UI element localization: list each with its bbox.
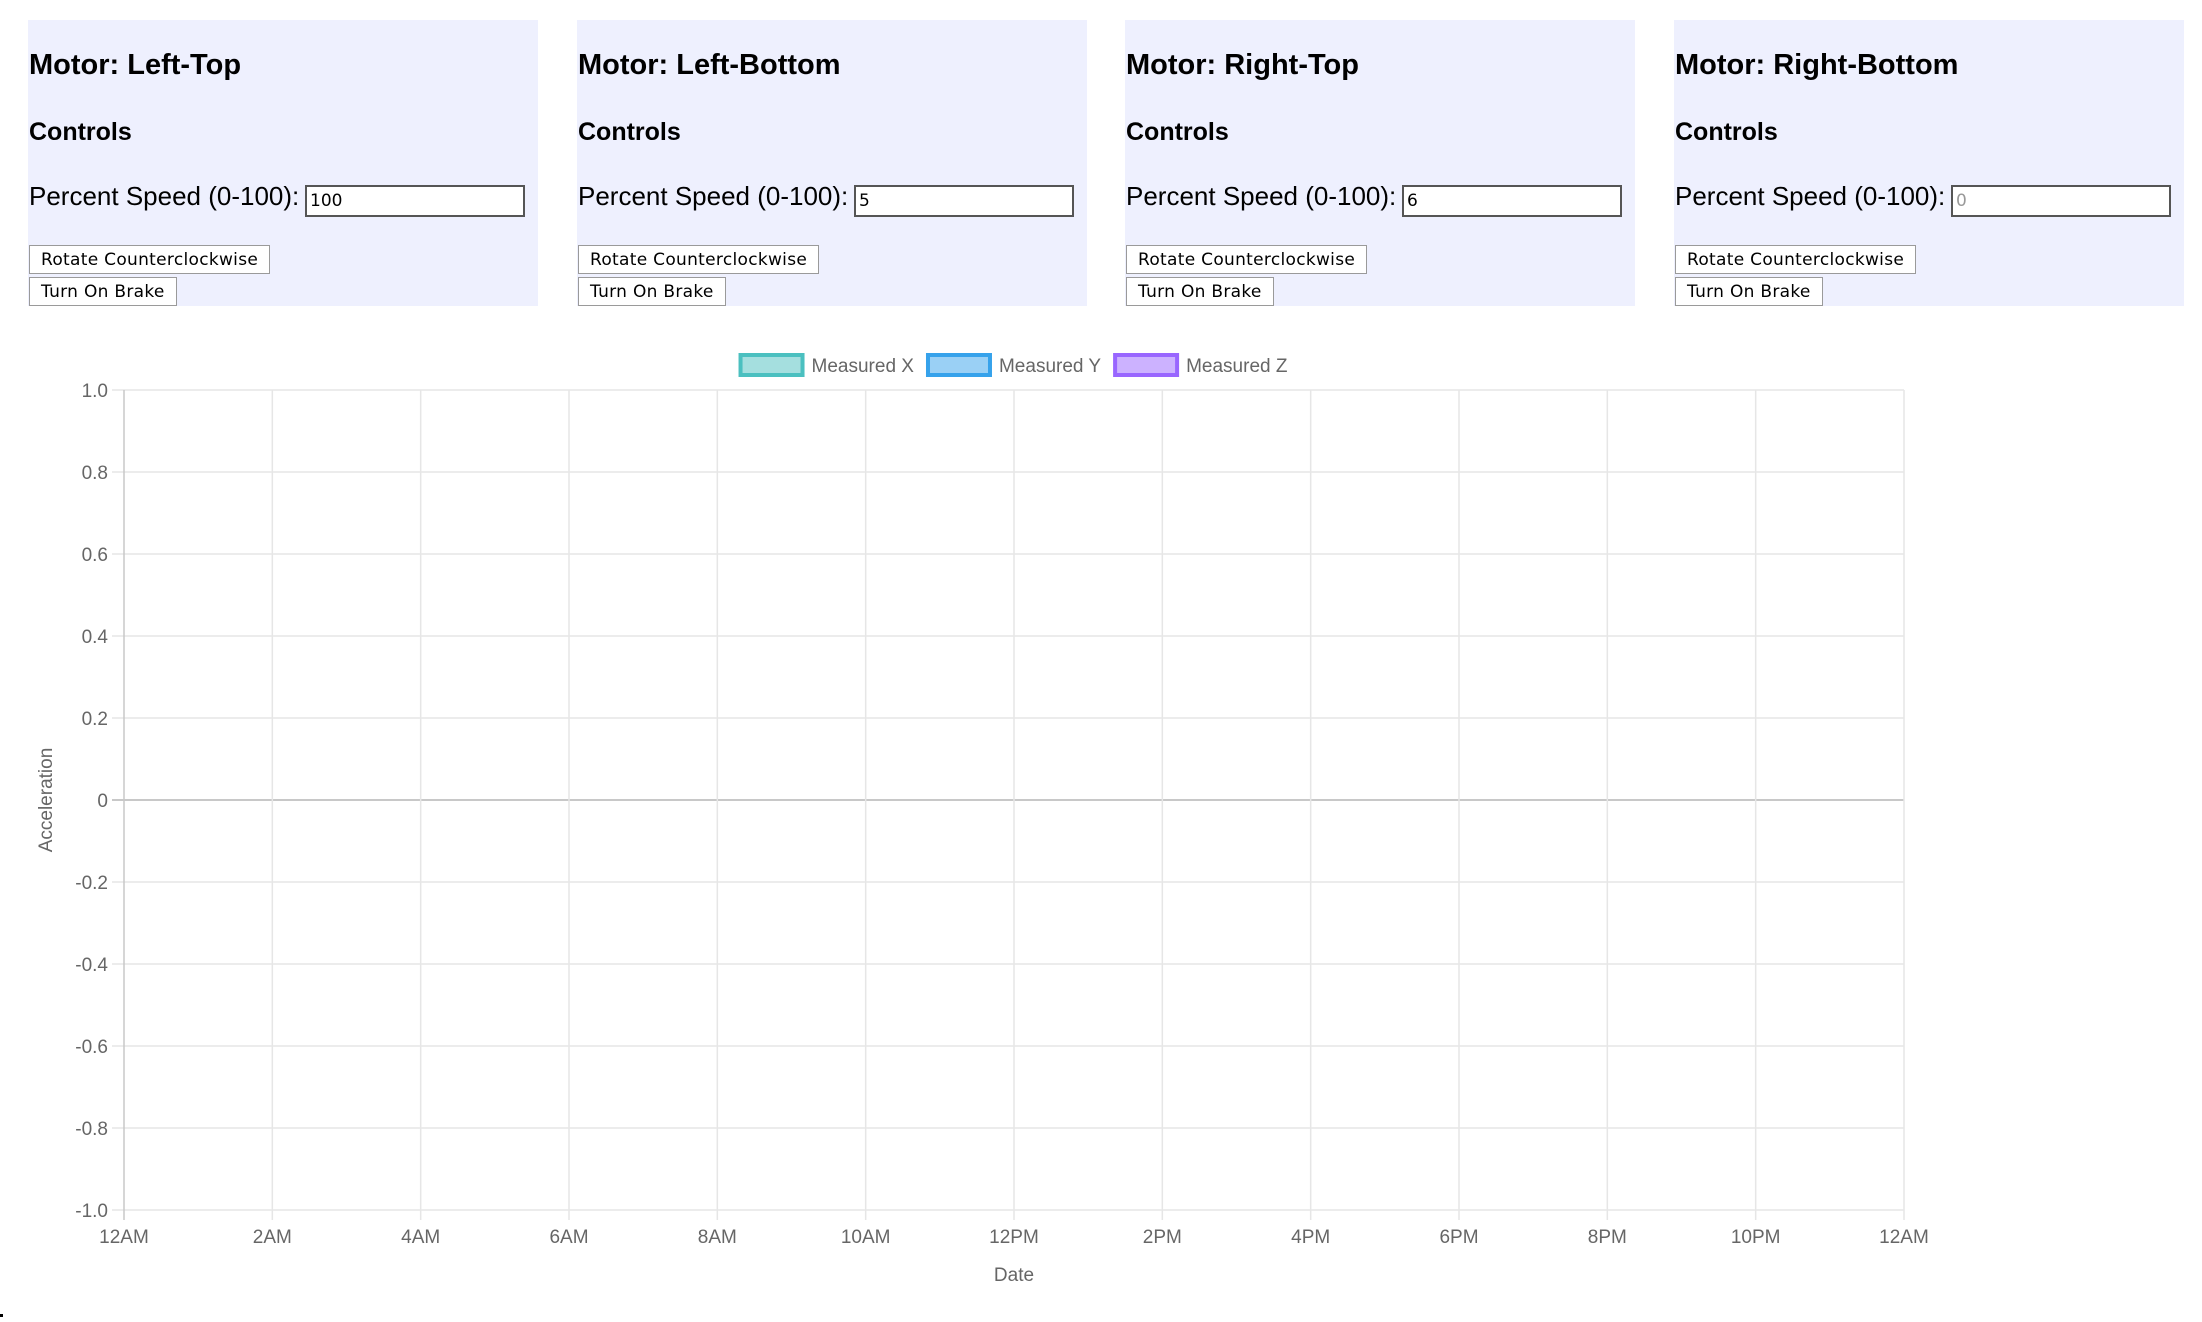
x-tick-label: 4PM (1291, 1227, 1330, 1248)
motor-panels: Motor: Left-Top Controls Percent Speed (… (28, 20, 2184, 306)
legend-label: Measured X (812, 356, 915, 377)
x-axis-title: Date (994, 1265, 1034, 1286)
motor-panel-left-top: Motor: Left-Top Controls Percent Speed (… (28, 20, 538, 306)
rotate-counterclockwise-button[interactable]: Rotate Counterclockwise (29, 245, 271, 274)
turn-on-brake-button[interactable]: Turn On Brake (29, 277, 177, 306)
y-tick-label: 0.8 (82, 463, 108, 484)
y-tick-label: 0.6 (82, 545, 108, 566)
page-edge-mark (0, 1314, 3, 1317)
motor-title: Motor: Left-Bottom (578, 49, 841, 81)
percent-speed-input[interactable] (854, 185, 1074, 217)
rotate-counterclockwise-button[interactable]: Rotate Counterclockwise (1126, 245, 1368, 274)
percent-speed-input[interactable] (305, 185, 525, 217)
legend-swatch (1113, 353, 1180, 377)
legend-item[interactable]: Measured X (738, 353, 915, 377)
legend-label: Measured Y (999, 356, 1101, 377)
y-axis-title: Acceleration (36, 748, 57, 853)
rotate-counterclockwise-button[interactable]: Rotate Counterclockwise (1675, 245, 1917, 274)
legend-label: Measured Z (1186, 356, 1288, 377)
turn-on-brake-button[interactable]: Turn On Brake (578, 277, 726, 306)
controls-heading: Controls (1126, 118, 1229, 146)
y-tick-label: -0.2 (75, 873, 108, 894)
x-tick-label: 12AM (1879, 1227, 1929, 1248)
x-tick-label: 10PM (1731, 1227, 1781, 1248)
legend-item[interactable]: Measured Y (925, 353, 1101, 377)
turn-on-brake-button[interactable]: Turn On Brake (1126, 277, 1274, 306)
controls-heading: Controls (29, 118, 132, 146)
y-tick-label: -0.4 (75, 955, 108, 976)
legend-swatch (738, 353, 805, 377)
x-tick-label: 8PM (1588, 1227, 1627, 1248)
y-tick-label: 0.4 (82, 627, 109, 648)
y-tick-label: -1.0 (75, 1201, 108, 1222)
x-tick-label: 6PM (1439, 1227, 1478, 1248)
motor-title: Motor: Right-Bottom (1675, 49, 1959, 81)
percent-speed-label: Percent Speed (0-100): (578, 181, 849, 211)
motor-panel-right-bottom: Motor: Right-Bottom Controls Percent Spe… (1674, 20, 2184, 306)
percent-speed-input[interactable] (1951, 185, 2171, 217)
percent-speed-label: Percent Speed (0-100): (1126, 181, 1397, 211)
y-tick-label: 0 (97, 791, 108, 812)
x-tick-label: 2PM (1143, 1227, 1182, 1248)
y-tick-label: 0.2 (82, 709, 108, 730)
x-tick-label: 12AM (99, 1227, 149, 1248)
motor-panel-left-bottom: Motor: Left-Bottom Controls Percent Spee… (577, 20, 1087, 306)
y-tick-label: -0.8 (75, 1119, 108, 1140)
legend-item[interactable]: Measured Z (1113, 353, 1288, 377)
x-tick-label: 12PM (989, 1227, 1039, 1248)
x-tick-label: 10AM (841, 1227, 891, 1248)
controls-heading: Controls (578, 118, 681, 146)
rotate-counterclockwise-button[interactable]: Rotate Counterclockwise (578, 245, 820, 274)
y-tick-label: 1.0 (82, 381, 108, 402)
motor-title: Motor: Left-Top (29, 49, 242, 81)
percent-speed-input[interactable] (1402, 185, 1622, 217)
turn-on-brake-button[interactable]: Turn On Brake (1675, 277, 1823, 306)
percent-speed-label: Percent Speed (0-100): (29, 181, 300, 211)
x-tick-label: 4AM (401, 1227, 440, 1248)
x-tick-label: 2AM (253, 1227, 292, 1248)
x-tick-label: 8AM (698, 1227, 737, 1248)
motor-title: Motor: Right-Top (1126, 49, 1359, 81)
motor-panel-right-top: Motor: Right-Top Controls Percent Speed … (1125, 20, 1635, 306)
percent-speed-label: Percent Speed (0-100): (1675, 181, 1946, 211)
legend-swatch (925, 353, 992, 377)
y-tick-label: -0.6 (75, 1037, 108, 1058)
x-tick-label: 6AM (549, 1227, 588, 1248)
controls-heading: Controls (1675, 118, 1778, 146)
